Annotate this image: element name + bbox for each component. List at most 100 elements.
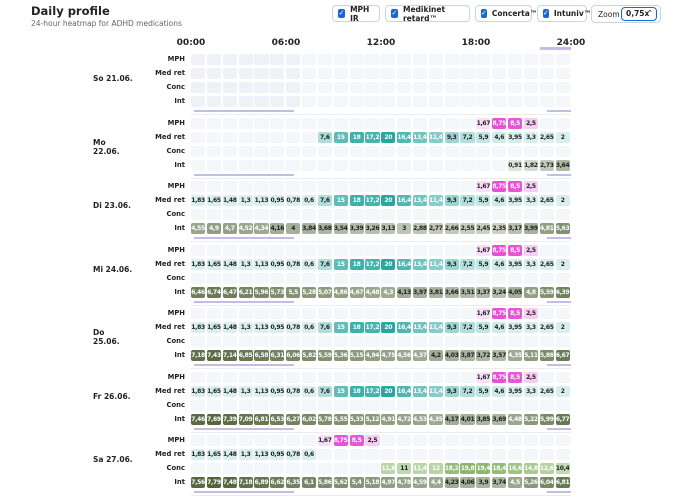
heatmap-cell: 1,13	[254, 385, 269, 397]
heatmap-cell	[238, 181, 253, 192]
heatmap-cell: 2,45	[476, 223, 491, 234]
heatmap-cell	[349, 371, 364, 383]
filter-concerta-checkbox[interactable]: ✓ Concerta™	[475, 5, 537, 22]
heatmap-cell: 6,62	[270, 477, 285, 488]
heatmap-cell	[492, 209, 507, 220]
heatmap-cell: 4,6	[492, 385, 507, 397]
heatmap-cell: 7,6	[317, 385, 332, 397]
heatmap-cell	[222, 117, 237, 129]
heatmap-cell: 6,27	[286, 413, 301, 425]
heatmap-cell	[191, 435, 206, 446]
heatmap-cell	[317, 336, 332, 347]
heatmap-cell: 1,48	[222, 258, 237, 270]
heatmap-cell: 8,5	[508, 371, 523, 383]
heatmap-cell: 4,56	[397, 350, 412, 361]
day-label: Fr 26.06.	[93, 391, 131, 401]
heatmap-cell	[286, 209, 301, 220]
heatmap-cell	[492, 272, 507, 284]
heatmap-cell	[301, 82, 317, 93]
heatmap-cell: 0,6	[301, 322, 317, 333]
heatmap-cell: 1,13	[254, 449, 269, 460]
heatmap-cell	[397, 435, 412, 446]
heatmap-cell: 7,39	[222, 413, 237, 425]
heatmap-cell	[412, 96, 428, 107]
heatmap-cell: 5,9	[476, 195, 491, 206]
zoom-select[interactable]: 0,75x ⌃	[621, 7, 657, 21]
heatmap-cell	[206, 463, 222, 474]
heatmap-cell	[301, 68, 317, 79]
heatmap-cell	[301, 371, 317, 383]
zoom-value: 0,75x	[626, 9, 650, 18]
heatmap-cell	[523, 209, 539, 220]
heatmap-cell	[349, 244, 364, 256]
filter-label: Medikinet retard™	[402, 4, 446, 23]
heatmap-cell	[428, 54, 443, 65]
heatmap-cell	[270, 272, 285, 284]
heatmap-cell: 2	[555, 195, 570, 206]
day-label: Do 25.06.	[93, 328, 120, 346]
heatmap-cell: 7,69	[206, 413, 222, 425]
hour-tick: 18:00	[461, 38, 491, 48]
heatmap-cell: 1,65	[206, 195, 222, 206]
heatmap-cell	[428, 272, 443, 284]
heatmap-cell	[222, 272, 237, 284]
heatmap-cell: 5,4	[349, 477, 364, 488]
heatmap-cell: 4,75	[381, 350, 396, 361]
heatmap-cell: 12,6	[539, 463, 554, 474]
heatmap-cell: 0,6	[301, 195, 317, 206]
heatmap-cell	[428, 399, 443, 411]
heatmap-cell	[254, 209, 269, 220]
heatmap-cell	[381, 272, 396, 284]
heatmap-cell: 0,91	[508, 159, 523, 171]
heatmap-cell	[397, 68, 412, 79]
heatmap-cell	[555, 435, 570, 446]
heatmap-cell: 1,48	[222, 322, 237, 333]
heatmap-cell: 6,77	[555, 413, 570, 425]
heatmap-cell	[317, 244, 332, 256]
heatmap-cell	[349, 463, 364, 474]
heatmap-cell	[222, 435, 237, 446]
heatmap-cell	[412, 117, 428, 129]
heatmap-cell	[254, 435, 269, 446]
heatmap-cell: 5,78	[317, 413, 332, 425]
heatmap-cell: 4,4	[428, 477, 443, 488]
heatmap-cell: 9,3	[444, 258, 459, 270]
heatmap-cell	[270, 308, 285, 319]
heatmap-cell: 3,84	[301, 223, 317, 234]
heatmap-cell	[270, 435, 285, 446]
heatmap-cell: 2,5	[523, 181, 539, 192]
heatmap-cell	[460, 435, 475, 446]
heatmap-cell	[206, 82, 222, 93]
heatmap-cell: 18	[349, 131, 364, 143]
heatmap-cell	[349, 272, 364, 284]
heatmap-cell	[286, 336, 301, 347]
heatmap-cell	[317, 371, 332, 383]
filter-medikinet-checkbox[interactable]: ✓ Medikinet retard™	[385, 4, 470, 23]
heatmap-cell: 5,59	[317, 350, 332, 361]
heatmap-cell	[381, 336, 396, 347]
heatmap-cell	[492, 159, 507, 171]
heatmap-cell: 1,67	[476, 371, 491, 383]
heatmap-cell	[301, 308, 317, 319]
heatmap-cell: 5,96	[254, 286, 269, 298]
heatmap-cell: 7,6	[317, 131, 332, 143]
heatmap-cell: 1,3	[238, 195, 253, 206]
heatmap-cell	[412, 399, 428, 411]
day-separator	[191, 368, 571, 369]
heatmap-cell: 20	[381, 258, 396, 270]
heatmap-cell	[191, 209, 206, 220]
day-separator	[191, 241, 571, 242]
filter-intuniv-checkbox[interactable]: ✓ Intuniv™	[537, 5, 591, 22]
filter-mph-ir-checkbox[interactable]: ✓ MPH IR	[332, 5, 380, 23]
heatmap-cell: 3,68	[317, 223, 332, 234]
heatmap-cell	[460, 96, 475, 107]
heatmap-cell	[523, 82, 539, 93]
day-range-bar	[194, 300, 294, 303]
heatmap-cell	[333, 272, 348, 284]
filter-label: Concerta™	[491, 9, 538, 18]
heatmap-cell: 2,5	[523, 117, 539, 129]
heatmap-cell	[476, 96, 491, 107]
heatmap-cell	[365, 244, 380, 256]
heatmap-cell: 15	[333, 322, 348, 333]
heatmap-cell	[317, 209, 332, 220]
